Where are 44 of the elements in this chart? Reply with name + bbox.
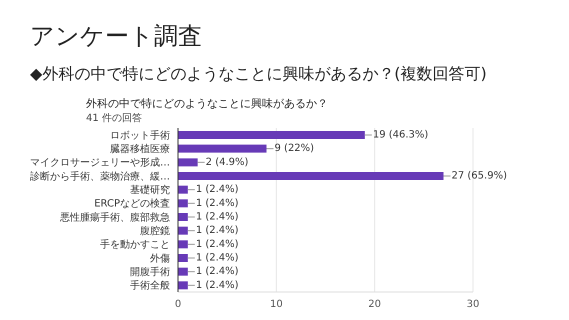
data-label: 1 (2.4%): [196, 184, 239, 196]
data-label: 1 (2.4%): [196, 238, 239, 250]
data-label: 1 (2.4%): [196, 198, 239, 209]
text: 外科の中で特にどのようなことに興味があるか？: [86, 96, 328, 111]
y-tick-label: 手術全般: [130, 280, 170, 292]
y-tick-label: 外傷: [150, 252, 170, 264]
y-tick-label: ERCPなどの検査: [94, 198, 170, 210]
chart-title: アンケート調査: [30, 21, 202, 52]
text: 41 件の回答: [86, 112, 142, 125]
data-label: 2 (4.9%): [206, 156, 249, 168]
bar: [178, 172, 444, 180]
x-tick-label: 0: [174, 299, 182, 310]
data-label: 1 (2.4%): [196, 266, 239, 278]
data-label: 27 (65.9%): [452, 170, 508, 182]
bar: [178, 281, 188, 290]
y-tick-label: 悪性腫瘍手術、腹部救急: [59, 211, 170, 224]
y-tick-label: 腹腔鏡: [140, 225, 170, 238]
bar: [178, 268, 188, 276]
bar: [178, 199, 188, 208]
data-label: 1 (2.4%): [196, 212, 239, 222]
bar: [178, 144, 266, 153]
bar: [178, 254, 188, 262]
y-tick-label: 診断から手術、薬物治療、緩…: [30, 170, 170, 182]
chart-subtitle: ◆外科の中で特にどのようなことに興味があるか？(複数回答可): [30, 64, 487, 85]
bar: [178, 131, 365, 139]
data-label: 1 (2.4%): [196, 225, 239, 236]
y-tick-label: 開腹手術: [130, 266, 170, 278]
data-label: 9 (22%): [274, 143, 314, 154]
bar: [178, 213, 188, 221]
x-tick-label: 10: [270, 299, 283, 310]
bar: [178, 240, 188, 248]
x-tick-label: 20: [368, 299, 382, 310]
bar: [178, 226, 188, 235]
data-label: 1 (2.4%): [196, 252, 239, 264]
bar: [178, 158, 198, 166]
x-tick-label: 30: [466, 299, 480, 310]
y-tick-label: 臓器移植医療: [110, 143, 170, 156]
data-label: 1 (2.4%): [196, 280, 239, 291]
data-label: 19 (46.3%): [372, 130, 428, 140]
y-tick-label: 手を動かすこと: [100, 238, 170, 251]
bar: [178, 186, 188, 194]
y-tick-label: 基礎研究: [130, 184, 170, 196]
y-tick-label: マイクロサージェリーや形成…: [30, 156, 170, 169]
y-tick-label: ロボット手術: [110, 129, 170, 142]
